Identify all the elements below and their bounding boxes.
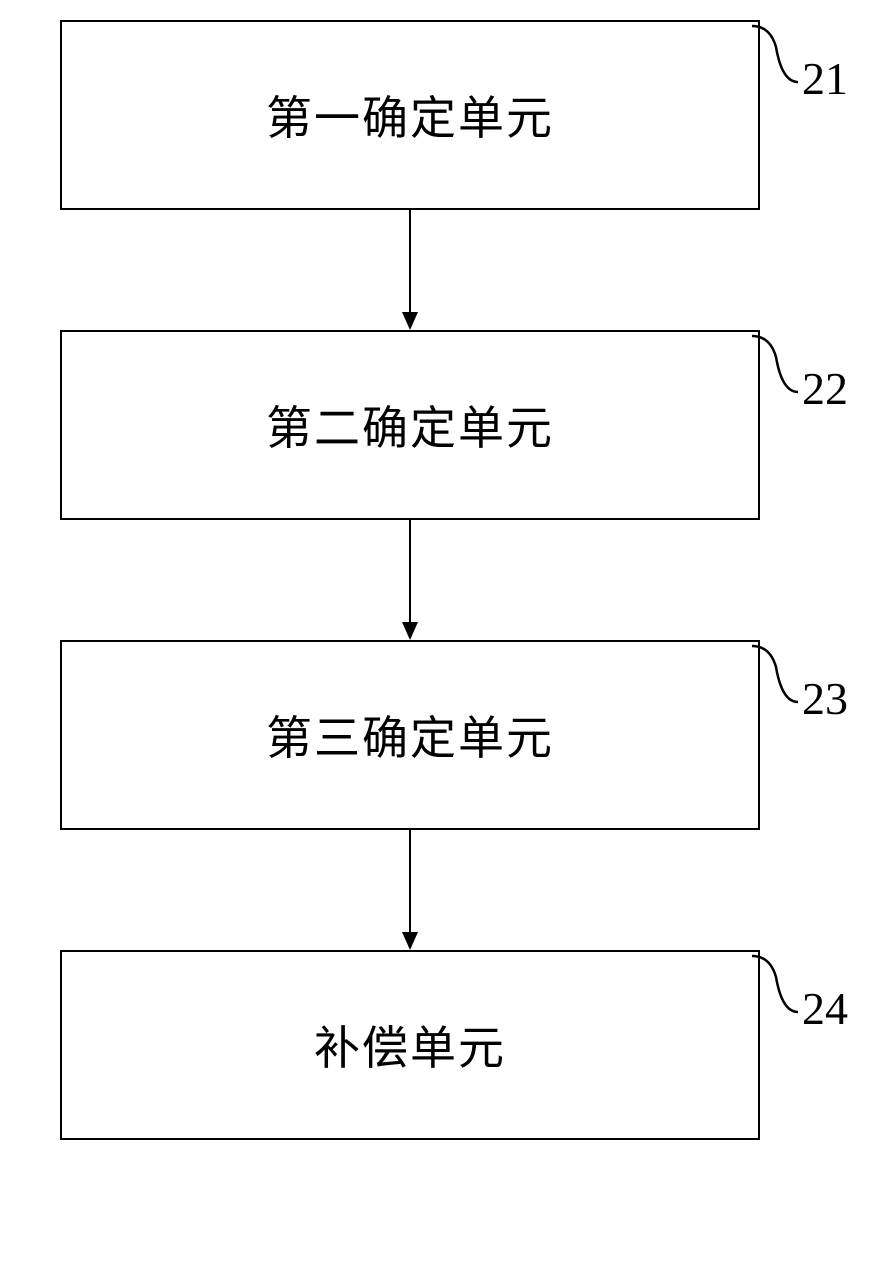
node-3: 第三确定单元 23	[60, 640, 760, 830]
flowchart-container: 第一确定单元 21 第二确定单元 22 第三确定单元 23	[60, 20, 840, 1140]
arrow-2	[60, 520, 760, 640]
node-4-text: 补偿单元	[314, 1012, 506, 1078]
arrow-1	[60, 210, 760, 330]
node-2: 第二确定单元 22	[60, 330, 760, 520]
node-2-number: 22	[802, 362, 848, 415]
node-4: 补偿单元 24	[60, 950, 760, 1140]
arrow-3	[60, 830, 760, 950]
node-1-text: 第一确定单元	[266, 82, 554, 148]
node-1-number: 21	[802, 52, 848, 105]
node-2-connector	[752, 332, 802, 402]
node-3-text: 第三确定单元	[266, 702, 554, 768]
node-1-connector	[752, 22, 802, 92]
node-4-connector	[752, 952, 802, 1022]
node-3-connector	[752, 642, 802, 712]
node-2-text: 第二确定单元	[266, 392, 554, 458]
node-1: 第一确定单元 21	[60, 20, 760, 210]
node-3-number: 23	[802, 672, 848, 725]
node-4-number: 24	[802, 982, 848, 1035]
